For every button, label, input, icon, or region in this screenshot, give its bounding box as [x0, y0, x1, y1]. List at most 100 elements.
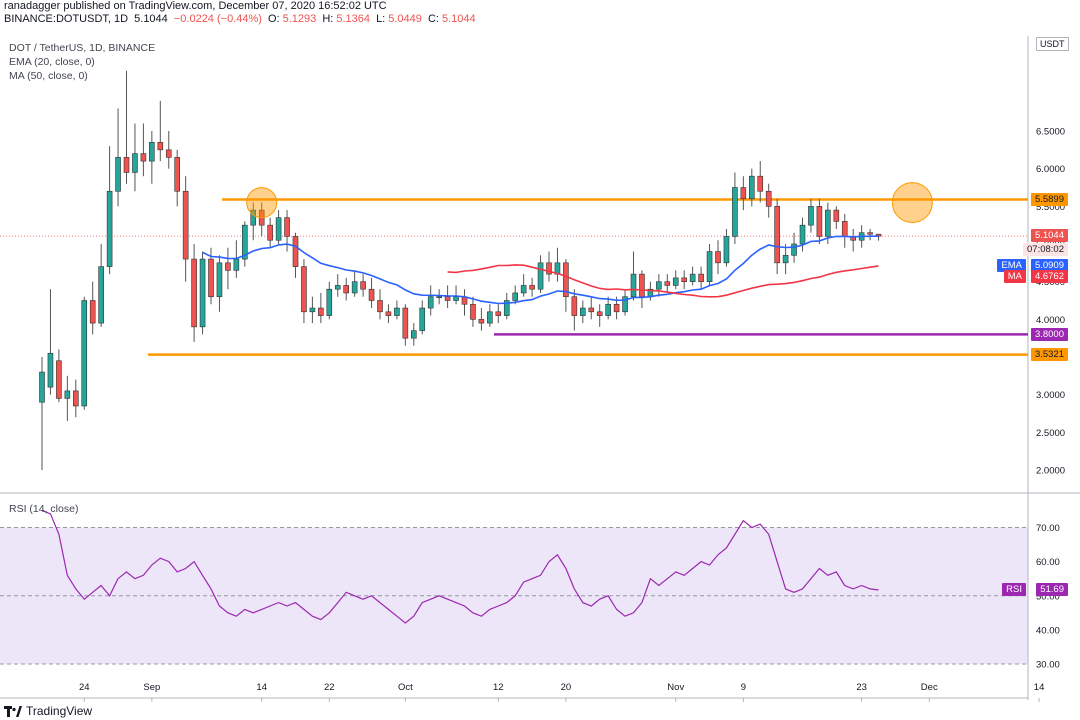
candle-body[interactable] [368, 288, 375, 301]
candle-body[interactable] [503, 300, 510, 316]
candle-body[interactable] [250, 209, 257, 226]
candle-body[interactable] [664, 281, 671, 286]
candle-body[interactable] [115, 157, 121, 192]
candle-body[interactable] [740, 187, 747, 200]
candle-body[interactable] [748, 175, 755, 200]
currency-unit-button[interactable]: USDT [1036, 37, 1069, 51]
candle-body[interactable] [799, 224, 806, 245]
candle-body[interactable] [410, 330, 417, 339]
candle-body[interactable] [537, 262, 544, 290]
candle-body[interactable] [47, 352, 54, 388]
candle-body[interactable] [630, 273, 637, 298]
candle-body[interactable] [318, 307, 324, 316]
candle-body[interactable] [98, 266, 104, 324]
candle-body[interactable] [402, 307, 409, 339]
candle-body[interactable] [875, 233, 882, 237]
candle-body[interactable] [233, 258, 240, 271]
candle-body[interactable] [427, 296, 434, 309]
candle-body[interactable] [571, 296, 578, 316]
candle-body[interactable] [546, 262, 552, 275]
candle-body[interactable] [436, 296, 442, 299]
candle-body[interactable] [106, 190, 113, 267]
candle-body[interactable] [765, 190, 772, 207]
candle-body[interactable] [681, 277, 688, 282]
candle-body[interactable] [613, 303, 620, 313]
candle-body[interactable] [165, 149, 172, 158]
candle-body[interactable] [81, 300, 88, 407]
candle-body[interactable] [132, 153, 138, 173]
candle-body[interactable] [563, 262, 569, 298]
candle-body[interactable] [275, 217, 282, 241]
candle-body[interactable] [478, 319, 485, 324]
candle-body[interactable] [833, 209, 840, 222]
candle-body[interactable] [343, 285, 350, 294]
candle-body[interactable] [385, 311, 392, 316]
candle-body[interactable] [588, 307, 595, 313]
candle-body[interactable] [774, 206, 780, 264]
candle-body[interactable] [656, 281, 662, 290]
candle-body[interactable] [292, 236, 299, 267]
candle-body[interactable] [791, 243, 797, 256]
candle-body[interactable] [419, 307, 426, 331]
candle-body[interactable] [453, 296, 459, 301]
candle-body[interactable] [123, 157, 130, 173]
candle-body[interactable] [225, 262, 231, 271]
candle-body[interactable] [309, 307, 316, 313]
ema-line[interactable] [202, 235, 879, 305]
candle-body[interactable] [841, 221, 848, 237]
candle-body[interactable] [579, 307, 586, 316]
candle-body[interactable] [529, 285, 535, 290]
candle-body[interactable] [470, 303, 476, 320]
candle-body[interactable] [757, 175, 764, 192]
tradingview-footer[interactable]: TradingView [4, 704, 92, 718]
candle-body[interactable] [326, 288, 333, 316]
candle-body[interactable] [182, 190, 189, 260]
candle-body[interactable] [191, 258, 197, 328]
ma-line[interactable] [447, 264, 879, 298]
candle-body[interactable] [596, 311, 603, 316]
candle-body[interactable] [174, 157, 180, 192]
candle-body[interactable] [89, 300, 96, 324]
candle-body[interactable] [208, 258, 214, 298]
candle-body[interactable] [732, 187, 738, 237]
candle-body[interactable] [56, 360, 62, 399]
candle-body[interactable] [520, 285, 527, 294]
candle-body[interactable] [444, 296, 451, 301]
candle-body[interactable] [512, 292, 519, 301]
candle-body[interactable] [639, 273, 645, 298]
candle-body[interactable] [867, 232, 873, 235]
candle-body[interactable] [267, 224, 273, 241]
candle-body[interactable] [706, 251, 713, 282]
candle-body[interactable] [782, 255, 789, 264]
candle-body[interactable] [377, 300, 383, 313]
candle-body[interactable] [64, 390, 71, 399]
candle-body[interactable] [199, 258, 206, 328]
candle-body[interactable] [39, 371, 45, 403]
candle-body[interactable] [816, 206, 823, 237]
main-pane[interactable] [0, 36, 1028, 490]
candle-body[interactable] [149, 142, 155, 162]
candle-body[interactable] [394, 307, 400, 316]
candle-body[interactable] [73, 390, 79, 407]
candle-body[interactable] [242, 224, 248, 260]
candle-body[interactable] [825, 209, 831, 237]
candle-body[interactable] [495, 311, 502, 316]
candle-body[interactable] [808, 206, 814, 226]
candle-body[interactable] [140, 153, 147, 162]
candle-body[interactable] [284, 217, 290, 237]
candle-body[interactable] [689, 273, 696, 282]
candle-body[interactable] [672, 277, 679, 286]
candle-body[interactable] [334, 285, 341, 290]
candle-body[interactable] [301, 266, 307, 313]
candle-body[interactable] [351, 281, 358, 294]
rsi-line[interactable] [41, 509, 879, 624]
candle-body[interactable] [360, 281, 366, 290]
candle-body[interactable] [622, 296, 628, 313]
candle-body[interactable] [216, 262, 223, 298]
candle-body[interactable] [487, 311, 493, 324]
candle-body[interactable] [715, 251, 721, 264]
candle-body[interactable] [157, 142, 164, 151]
candle-body[interactable] [723, 236, 730, 264]
candle-body[interactable] [698, 273, 704, 282]
